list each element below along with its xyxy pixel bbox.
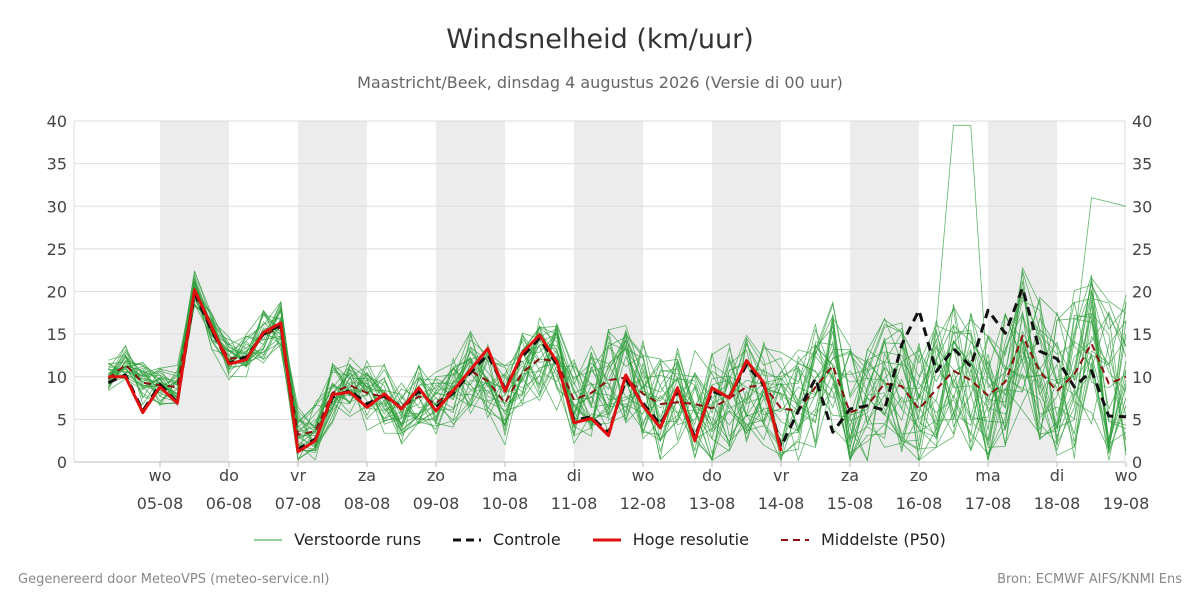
p50-line [107,292,1127,436]
x-tick-date-13: 18-08 [1034,494,1081,513]
x-tick-day-3: za [358,466,376,485]
legend-item-control[interactable]: Controle [453,530,561,549]
x-tick-day-14: wo [1115,466,1138,485]
y-tick-left-0: 0 [57,453,67,472]
y-tick-left-20: 20 [47,283,67,302]
x-tick-date-6: 11-08 [551,494,598,513]
x-tick-day-10: za [841,466,859,485]
legend-label-control: Controle [493,530,561,549]
chart-svg: 0 5 10 15 20 25 30 35 40 0 5 10 15 20 25 30 35 40 wo 05-0… [47,112,1153,513]
legend-item-p50[interactable]: Middelste (P50) [780,530,946,549]
y-tick-right-0: 0 [1132,453,1142,472]
y-tick-right-30: 30 [1132,197,1152,216]
ensemble-run-25 [108,270,1127,443]
y-tick-left-40: 40 [47,112,67,131]
legend-label-hires: Hoge resolutie [632,530,749,549]
x-tick-date-14: 19-08 [1103,494,1150,513]
legend-swatch-p50 [780,538,809,541]
x-tick-day-4: zo [427,466,445,485]
x-tick-date-1: 06-08 [206,494,253,513]
y-tick-right-10: 10 [1132,368,1152,387]
p50-series [107,292,1127,436]
x-tick-day-6: di [567,466,582,485]
ensemble-run-22 [108,293,1127,456]
legend-item-hires[interactable]: Hoge resolutie [592,530,749,549]
x-tick-date-2: 07-08 [275,494,322,513]
x-tick-day-8: do [702,466,722,485]
legend-label-p50: Middelste (P50) [820,530,946,549]
y-axis-right: 0 5 10 15 20 25 30 35 40 [1132,112,1152,472]
legend-swatch-control [453,538,482,541]
x-tick-date-7: 12-08 [620,494,667,513]
y-tick-right-40: 40 [1132,112,1152,131]
footer-source: Bron: ECMWF AIFS/KNMI Ens [997,572,1182,587]
ensemble-run-20 [108,274,1127,455]
y-tick-right-35: 35 [1132,155,1152,174]
x-tick-date-8: 13-08 [689,494,736,513]
legend-swatch-ens [254,539,283,540]
x-tick-day-7: wo [632,466,655,485]
legend-label-ens: Verstoorde runs [294,530,422,549]
y-tick-right-20: 20 [1132,283,1152,302]
x-tick-date-5: 10-08 [482,494,529,513]
x-tick-date-12: 17-08 [965,494,1012,513]
y-tick-left-5: 5 [57,410,67,429]
hires-line [108,288,783,454]
ensemble-run-27 [108,275,1127,458]
x-tick-date-0: 05-08 [137,494,184,513]
legend-item-ens[interactable]: Verstoorde runs [254,530,421,549]
y-tick-left-25: 25 [47,240,67,259]
y-axis-left: 0 5 10 15 20 25 30 35 40 [47,112,67,472]
legend: Verstoorde runs Controle Hoge resolutie … [0,530,1200,549]
x-tick-date-9: 14-08 [758,494,805,513]
hires-series [108,288,783,454]
x-tick-day-13: di [1050,466,1065,485]
y-tick-left-10: 10 [47,368,67,387]
x-tick-day-9: vr [773,466,789,485]
y-tick-right-25: 25 [1132,240,1152,259]
x-tick-date-10: 15-08 [827,494,874,513]
y-tick-left-30: 30 [47,197,67,216]
x-tick-day-5: ma [492,466,517,485]
chart-subtitle: Maastricht/Beek, dinsdag 4 augustus 2026… [357,73,843,92]
ensemble-run-16 [107,266,1127,462]
x-tick-day-2: vr [290,466,306,485]
x-axis: wo 05-08 do 06-08 vr 07-08 za 08-08 zo 09-08 ma 10-… [137,462,1150,513]
x-tick-day-12: ma [975,466,1000,485]
x-tick-date-4: 09-08 [413,494,460,513]
y-tick-right-15: 15 [1132,325,1152,344]
y-tick-left-35: 35 [47,155,67,174]
x-tick-day-1: do [219,466,239,485]
ensemble-run-14 [108,284,1127,461]
footer-generator: Gegenereerd door MeteoVPS (meteo-service… [18,572,330,587]
chart-title: Windsnelheid (km/uur) [446,24,754,55]
ensemble-run-30 [107,293,1127,462]
y-tick-left-15: 15 [47,325,67,344]
x-tick-date-3: 08-08 [344,494,391,513]
x-tick-date-11: 16-08 [896,494,943,513]
x-tick-day-11: zo [910,466,928,485]
ensemble-run-29 [107,292,1127,456]
x-tick-day-0: wo [149,466,172,485]
y-tick-right-5: 5 [1132,410,1142,429]
legend-swatch-hires [592,538,621,541]
